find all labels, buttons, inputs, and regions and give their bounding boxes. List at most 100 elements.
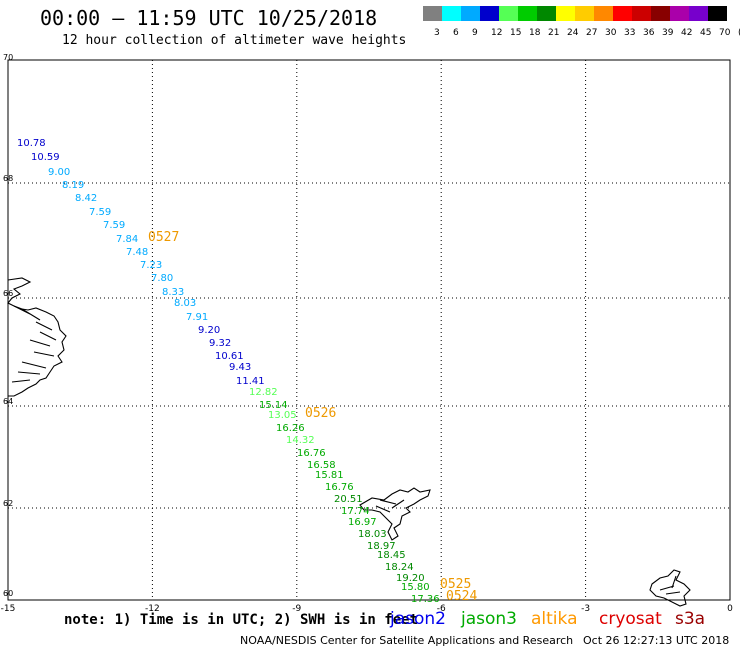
wave-height-value: 10.61 <box>215 351 244 362</box>
wave-height-value: 7.23 <box>140 260 162 271</box>
wave-height-value: 15.80 <box>401 582 430 593</box>
color-swatch <box>518 6 537 21</box>
color-scale-label: 27 <box>586 28 598 38</box>
wave-height-value: 10.59 <box>31 152 60 163</box>
wave-height-value: 7.80 <box>151 273 173 284</box>
color-scale-label: 12 <box>491 28 503 38</box>
latitude-tick-label: 66 <box>3 289 13 298</box>
color-swatch <box>556 6 575 21</box>
color-scale-label: 70 <box>719 28 731 38</box>
observation-labels: 10.78 10.59 9.00 8.19 8.42 7.59 7.59 7.84 7.48 7.… <box>17 138 440 605</box>
color-swatch <box>632 6 651 21</box>
wave-height-value: 9.32 <box>209 338 231 349</box>
color-swatch <box>689 6 708 21</box>
wave-height-value: 8.42 <box>75 193 97 204</box>
wave-height-value: 8.33 <box>162 287 184 298</box>
pass-number-label: 0524 <box>446 589 477 604</box>
longitude-tick-label: -12 <box>145 604 160 614</box>
wave-height-value: 10.78 <box>17 138 46 149</box>
color-scale-label: (ft) <box>738 28 740 38</box>
wave-height-value: 18.97 <box>367 541 396 552</box>
iceland-fjords <box>11 305 57 383</box>
wave-height-value: 16.58 <box>307 460 336 471</box>
wave-height-value: 7.59 <box>89 207 111 218</box>
wave-height-value: 15.81 <box>315 470 344 481</box>
latitude-tick-label: 70 <box>3 53 13 62</box>
longitude-tick-label: 0 <box>727 604 733 614</box>
color-swatch <box>461 6 480 21</box>
shetland-detail <box>659 575 681 595</box>
wave-height-value: 14.32 <box>286 435 315 446</box>
color-scale-label: 9 <box>472 28 478 38</box>
color-swatch <box>708 6 727 21</box>
color-scale-label: 33 <box>624 28 636 38</box>
color-swatch <box>613 6 632 21</box>
latitude-tick-label: 62 <box>3 499 13 508</box>
color-swatch <box>423 6 442 21</box>
wave-height-value: 16.97 <box>348 517 377 528</box>
color-scale-label: 24 <box>567 28 579 38</box>
color-scale-label: 18 <box>529 28 541 38</box>
legend-cryosat: cryosat <box>599 609 662 629</box>
footer-note: note: 1) Time is in UTC; 2) SWH is in fe… <box>64 612 419 628</box>
wave-height-value: 11.41 <box>236 376 265 387</box>
wave-height-value: 9.20 <box>198 325 220 336</box>
page-subtitle: 12 hour collection of altimeter wave hei… <box>62 33 407 48</box>
wave-height-value: 7.84 <box>116 234 138 245</box>
legend-s3a: s3a <box>675 609 706 629</box>
iceland-coastline <box>7 277 67 397</box>
wave-height-value: 18.45 <box>377 550 406 561</box>
wave-height-value: 8.03 <box>174 298 196 309</box>
map-border <box>7 59 731 601</box>
color-swatch <box>499 6 518 21</box>
color-scale-label: 30 <box>605 28 617 38</box>
wave-height-value: 7.91 <box>186 312 208 323</box>
pass-number-label: 0526 <box>305 406 336 421</box>
wave-height-value: 18.03 <box>358 529 387 540</box>
coastlines <box>7 277 691 607</box>
wave-height-value: 15.14 <box>259 400 288 411</box>
wave-height-value: 19.20 <box>396 573 425 584</box>
color-scale-label: 3 <box>434 28 440 38</box>
wave-height-value: 17.36 <box>411 594 440 605</box>
legend-altika: altika <box>531 609 578 629</box>
color-swatch <box>442 6 461 21</box>
legend-jason2: jason2 <box>390 609 446 629</box>
faroe-islands-coastline <box>359 487 431 541</box>
wave-height-value: 17.74 <box>341 506 370 517</box>
color-swatch <box>480 6 499 21</box>
wave-height-value: 16.76 <box>325 482 354 493</box>
latitude-tick-label: 64 <box>3 397 13 406</box>
wave-height-value: 9.43 <box>229 362 251 373</box>
color-swatch <box>575 6 594 21</box>
lat-lon-grid: -15 -12 -9 -6 -3 0 70 68 66 64 62 60 <box>1 53 733 614</box>
color-swatch <box>651 6 670 21</box>
faroe-islands-detail <box>375 499 405 513</box>
color-swatch <box>537 6 556 21</box>
color-scale-label: 39 <box>662 28 674 38</box>
latitude-tick-label: 68 <box>3 174 13 183</box>
color-scale-label: 42 <box>681 28 693 38</box>
wave-height-value: 18.24 <box>385 562 414 573</box>
color-scale-label: 36 <box>643 28 655 38</box>
page-title: 00:00 – 11:59 UTC 10/25/2018 <box>40 6 378 30</box>
wave-height-value: 20.51 <box>334 494 363 505</box>
wave-height-value: 9.00 <box>48 167 70 178</box>
wave-height-value: 12.82 <box>249 387 278 398</box>
wave-height-value: 8.19 <box>62 180 84 191</box>
shetland-coastline <box>649 569 691 607</box>
latitude-tick-label: 60 <box>3 589 13 598</box>
color-scale-label: 6 <box>453 28 459 38</box>
generation-timestamp: Oct 26 12:27:13 UTC 2018 <box>583 634 730 647</box>
color-scale-label: 15 <box>510 28 522 38</box>
color-scale-label: 45 <box>700 28 712 38</box>
credit-line: NOAA/NESDIS Center for Satellite Applica… <box>240 634 574 647</box>
longitude-tick-label: -3 <box>581 604 590 614</box>
pass-number-label: 0525 <box>440 577 471 592</box>
legend-jason3: jason3 <box>461 609 517 629</box>
wave-height-value: 7.48 <box>126 247 148 258</box>
color-swatch <box>670 6 689 21</box>
